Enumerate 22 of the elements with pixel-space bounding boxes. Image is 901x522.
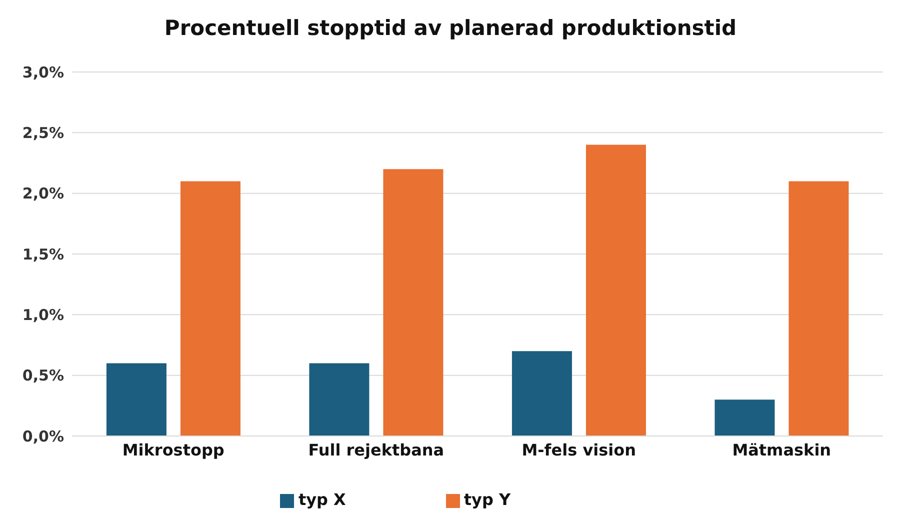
y-tick-label: 1,0% [22, 306, 64, 324]
x-tick-label: Full rejektbana [308, 440, 444, 460]
bar [714, 400, 775, 436]
bar [512, 351, 572, 436]
bar [383, 169, 444, 436]
y-tick-label: 2,0% [22, 184, 64, 203]
chart-title: Procentuell stopptid av planerad produktionstid [163, 15, 738, 42]
bar [788, 181, 849, 436]
y-tick-label: 3,0% [22, 63, 64, 82]
bar [106, 363, 166, 436]
x-tick-label: Mikrostopp [122, 440, 224, 460]
x-tick-label: Mätmaskin [732, 440, 832, 460]
bar [309, 363, 370, 436]
x-tick-label: M-fels vision [522, 440, 636, 460]
y-tick-label: 2,5% [22, 124, 64, 142]
y-tick-label: 0,5% [22, 366, 64, 385]
bar [586, 144, 646, 436]
legend-label: typ Y [464, 490, 511, 509]
y-tick-label: 1,5% [22, 245, 64, 264]
bar [180, 181, 240, 436]
y-tick-label: 0,0% [22, 427, 64, 446]
legend-label: typ X [298, 490, 346, 509]
